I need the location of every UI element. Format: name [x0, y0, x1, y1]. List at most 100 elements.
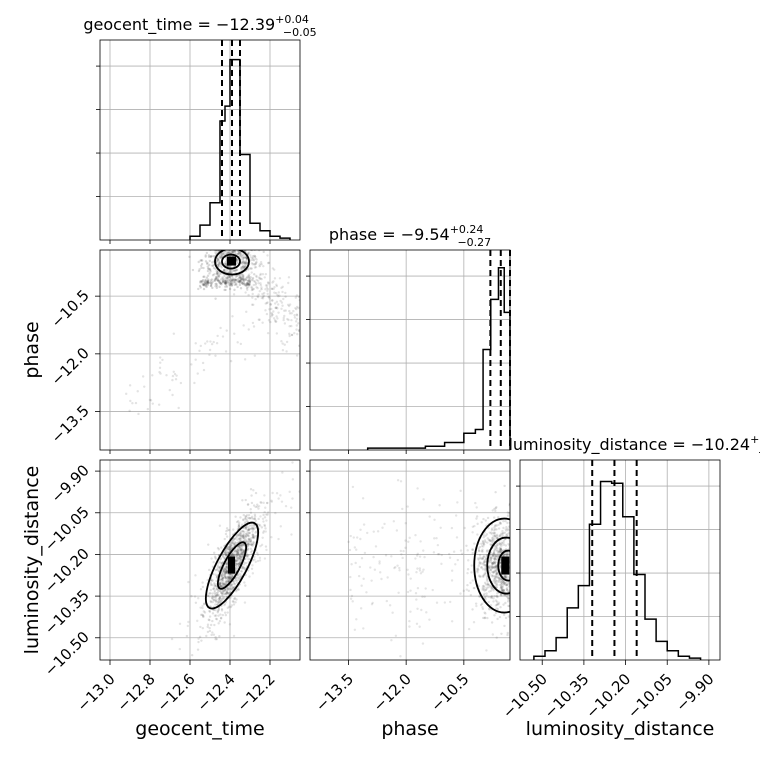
sample-point — [223, 268, 226, 271]
sample-point — [221, 578, 224, 581]
sample-point — [221, 613, 225, 617]
sample-point — [231, 247, 233, 249]
sample-point — [233, 278, 236, 281]
sample-point — [238, 562, 241, 565]
sample-point — [241, 550, 245, 554]
sample-point — [511, 557, 513, 559]
sample-point — [216, 279, 219, 282]
sample-point — [234, 579, 237, 582]
sample-point — [225, 562, 228, 566]
sample-point — [246, 540, 249, 544]
sample-point — [235, 283, 238, 286]
sample-point — [270, 307, 273, 311]
sample-point — [228, 573, 232, 576]
sample-point — [481, 568, 485, 571]
sample-point — [495, 586, 499, 589]
sample-point — [228, 275, 232, 279]
sample-point — [230, 282, 234, 285]
sample-point — [197, 269, 201, 273]
sample-point — [223, 571, 227, 574]
sample-point — [526, 559, 528, 561]
sample-point — [204, 279, 208, 283]
sample-point — [409, 610, 412, 613]
sample-point — [470, 564, 473, 567]
sample-point — [505, 552, 509, 556]
sample-point — [373, 568, 377, 571]
sample-point — [483, 539, 487, 542]
sample-point — [219, 591, 223, 594]
sample-point — [495, 582, 499, 585]
sample-point — [456, 558, 459, 562]
sample-point — [245, 534, 249, 537]
sample-point — [227, 548, 230, 551]
sample-point — [238, 562, 241, 565]
sample-point — [238, 556, 241, 559]
sample-point — [502, 554, 505, 557]
sample-point — [258, 559, 262, 562]
sample-point — [226, 586, 230, 589]
sample-point — [128, 409, 131, 413]
sample-point — [480, 557, 484, 560]
sample-point — [505, 525, 508, 529]
sample-point — [409, 577, 412, 580]
sample-point — [151, 374, 154, 377]
sample-point — [219, 326, 222, 330]
sample-point — [211, 631, 214, 634]
sample-point — [259, 515, 262, 518]
sample-point — [501, 585, 504, 589]
sample-point — [247, 532, 250, 535]
sample-point — [480, 542, 483, 545]
sample-point — [202, 287, 206, 291]
sample-point — [349, 534, 352, 538]
sample-point — [314, 332, 316, 334]
sample-point — [220, 582, 224, 586]
sample-point — [216, 600, 220, 603]
sample-point — [224, 350, 228, 353]
sample-point — [494, 569, 497, 572]
sample-point — [500, 581, 503, 584]
sample-point — [304, 329, 306, 331]
sample-point — [351, 485, 355, 489]
sample-point — [243, 526, 246, 530]
sample-point — [355, 618, 358, 621]
sample-point — [230, 544, 233, 548]
sample-point — [498, 551, 501, 554]
sample-point — [512, 579, 514, 581]
sample-point — [216, 611, 219, 614]
sample-point — [240, 569, 243, 573]
sample-point — [294, 306, 297, 310]
sample-point — [514, 540, 516, 542]
sample-point — [493, 507, 496, 511]
sample-point — [212, 595, 215, 598]
sample-point — [263, 557, 267, 560]
sample-point — [499, 548, 502, 552]
sample-point — [240, 278, 243, 281]
sample-point — [471, 579, 474, 582]
sample-point — [274, 291, 278, 295]
sample-point — [491, 574, 495, 577]
sample-point — [495, 548, 499, 551]
sample-point — [224, 235, 226, 237]
sample-point — [254, 283, 257, 286]
sample-point — [500, 581, 504, 584]
sample-point — [252, 535, 255, 539]
sample-point — [219, 245, 221, 247]
sample-point — [421, 642, 425, 645]
sample-point — [494, 581, 497, 584]
sample-point — [491, 509, 494, 512]
sample-point — [278, 294, 281, 297]
sample-point — [236, 562, 239, 566]
sample-point — [258, 263, 261, 266]
sample-point — [505, 554, 508, 557]
sample-point — [379, 571, 382, 574]
sample-point — [218, 582, 222, 585]
sample-point — [245, 526, 248, 529]
sample-point — [204, 260, 208, 263]
sample-point — [224, 281, 228, 284]
sample-point — [500, 586, 503, 590]
sample-point — [252, 325, 256, 328]
sample-point — [222, 269, 225, 273]
sample-point — [240, 547, 243, 551]
sample-point — [240, 552, 243, 555]
sample-point — [241, 264, 245, 268]
